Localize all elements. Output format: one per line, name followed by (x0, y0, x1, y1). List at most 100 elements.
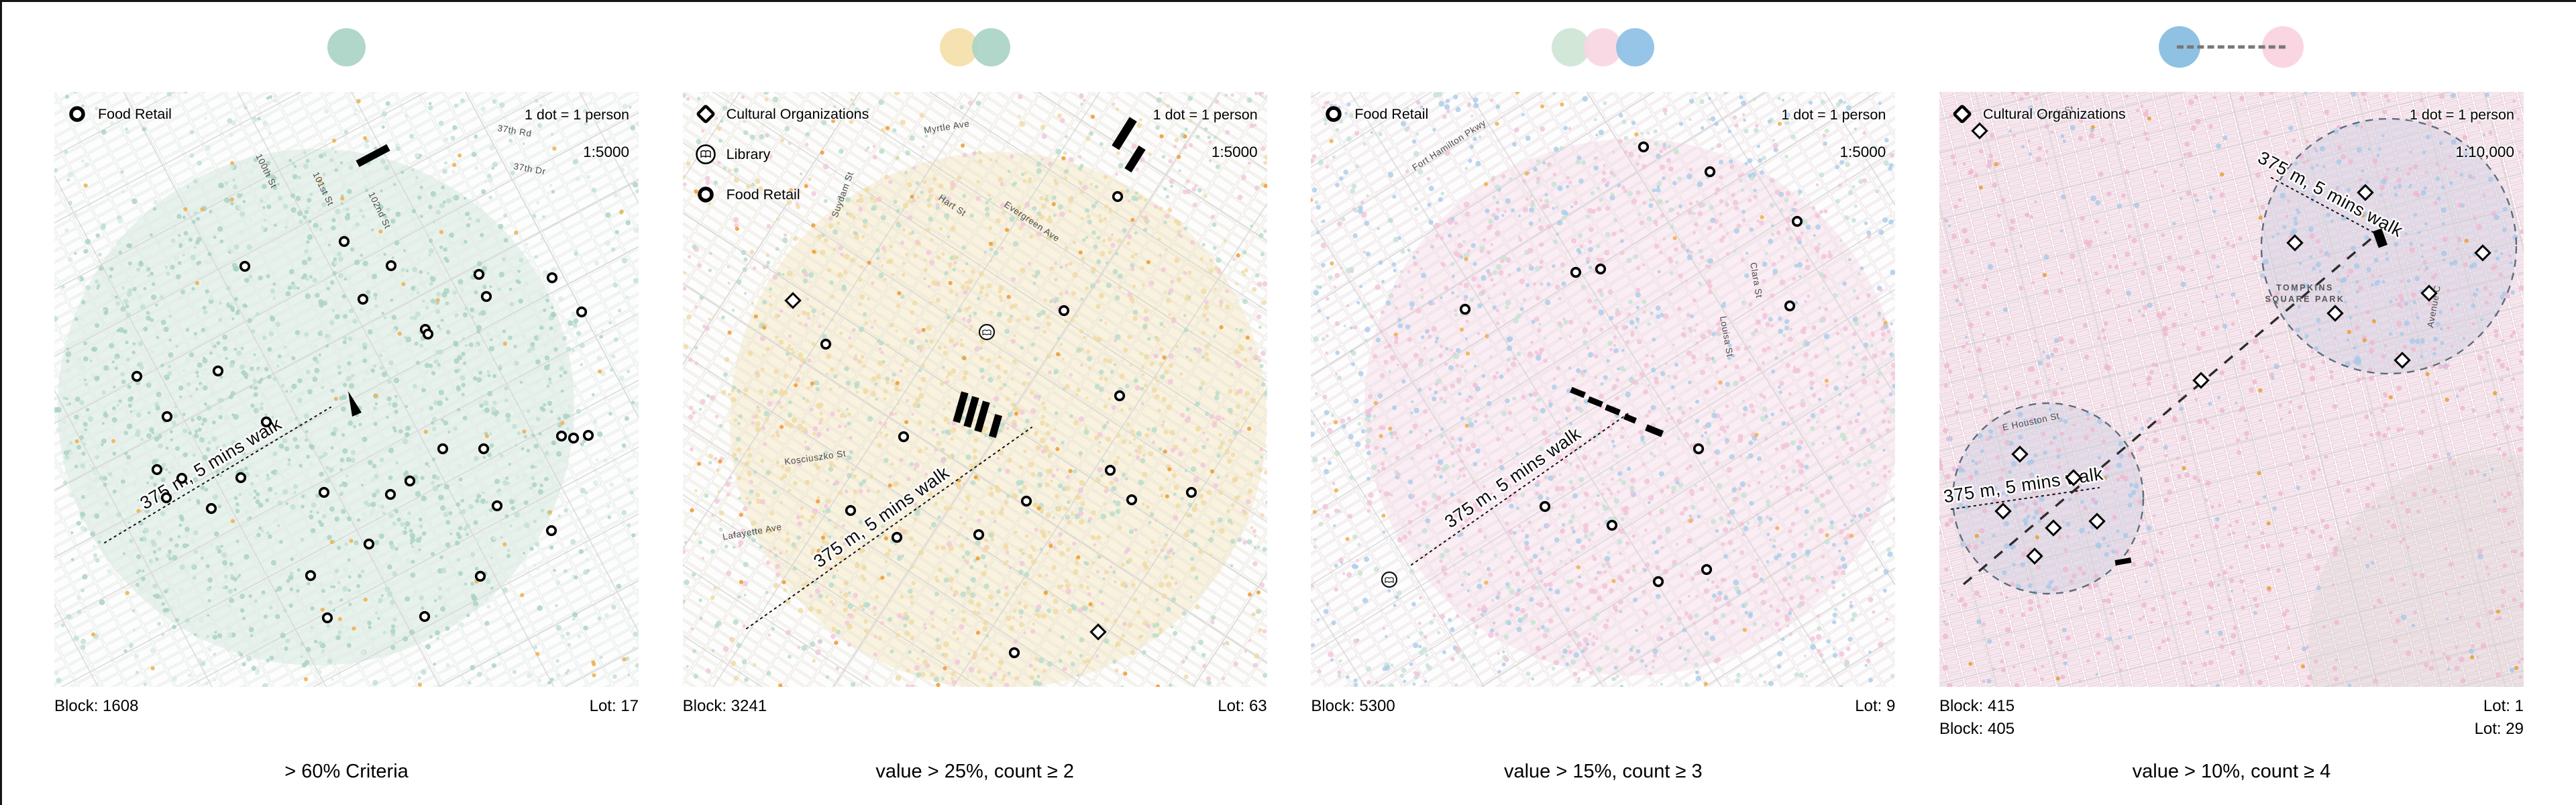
lot-label: Lot: 29 (2474, 719, 2524, 738)
criteria-dot-row (54, 2, 639, 92)
lot-labels: Lot: 1 Lot: 29 (2475, 695, 2524, 759)
food-retail-marker (845, 504, 856, 517)
map: 375 m, 5 mins walk 100th St 101st St 102nd … (54, 92, 639, 687)
cultural-organization-marker (1994, 502, 2012, 520)
food-retail-marker (1185, 486, 1197, 498)
lot-labels: Lot: 17 (590, 695, 639, 759)
cultural-organization-marker (2326, 305, 2344, 322)
block-label: Block: 5300 (1311, 697, 1395, 715)
map-legend: Food Retail (65, 103, 172, 143)
legend-item-cultural-organizations: Cultural Organizations (694, 103, 869, 125)
food-retail-marker (161, 411, 173, 423)
food-retail-marker (1112, 191, 1123, 203)
dot-scale-note: 1 dot = 1 person (2409, 107, 2514, 123)
lot-labels: Lot: 9 (1855, 695, 1895, 759)
food-retail-icon (65, 104, 89, 124)
food-retail-marker (1540, 500, 1551, 513)
food-retail-marker (1570, 266, 1582, 278)
food-retail-marker (546, 272, 558, 284)
legend-item-food-retail: Food Retail (1322, 103, 1428, 125)
library-marker (978, 323, 995, 341)
food-retail-marker (1114, 390, 1125, 402)
cultural-organization-marker (2045, 519, 2062, 537)
cultural-organization-marker (1971, 122, 1988, 140)
panel-caption: > 60% Criteria (284, 761, 409, 782)
library-icon (694, 142, 718, 166)
cultural-organization-marker (2088, 513, 2106, 530)
food-retail-marker (1792, 215, 1803, 227)
food-retail-marker (384, 488, 396, 500)
cultural-organizations-icon (1950, 102, 1974, 126)
block-label: Block: 405 (1939, 719, 2015, 738)
map-legend: Food Retail (1322, 103, 1428, 143)
block-lot-row: Block: 5300 Lot: 9 (1311, 687, 1895, 759)
map-meta: 1 dot = 1 person 1:5000 (1781, 107, 1886, 161)
food-retail-marker (385, 260, 397, 272)
food-retail-marker (318, 486, 330, 498)
cultural-organization-marker (2065, 469, 2082, 486)
panel-value-25: 375 m, 5 mins walk Myrtle Ave Hart St Suyda… (682, 2, 1267, 783)
legend-item-library: Library (694, 143, 869, 166)
food-retail-marker (235, 472, 247, 484)
panel-criteria-60: 375 m, 5 mins walk 100th St 101st St 102nd … (54, 2, 639, 783)
food-retail-marker (260, 416, 272, 428)
food-retail-marker (305, 570, 317, 582)
map-scale-label: 1:5000 (1839, 144, 1886, 160)
legend-item-food-retail: Food Retail (65, 103, 172, 125)
legend-item-food-retail: Food Retail (694, 183, 869, 206)
map-scale-label: 1:5000 (1211, 144, 1258, 160)
panel-caption: value > 10%, count ≥ 4 (2132, 761, 2331, 782)
food-retail-marker (1607, 519, 1618, 531)
food-retail-marker (176, 472, 188, 484)
food-retail-marker (1701, 564, 1713, 576)
legend-label: Food Retail (726, 186, 800, 203)
lot-label: Lot: 17 (589, 697, 639, 715)
food-retail-marker (473, 268, 485, 280)
food-retail-marker (1784, 300, 1796, 312)
block-lot-row: Block: 415 Block: 405 Lot: 1 Lot: 29 (1939, 687, 2524, 759)
lot-label: Lot: 9 (1855, 697, 1896, 715)
food-retail-marker (404, 475, 416, 487)
legend-label: Food Retail (98, 105, 172, 122)
criteria-dot-row (1311, 2, 1895, 92)
block-lot-row: Block: 3241 Lot: 63 (683, 687, 1267, 759)
food-retail-marker (1595, 263, 1607, 275)
cultural-organization-marker (2420, 284, 2438, 302)
criteria-dot-row (1939, 2, 2524, 92)
panel-value-15: 375 m, 5 mins walk Fort Hamilton Pkwy Clar… (1311, 2, 1896, 783)
criteria-dot (939, 28, 978, 66)
panel-value-10: 375 m, 5 mins walk 375 m, 5 mins walk E 8t… (1939, 2, 2524, 783)
cultural-organization-marker (2286, 234, 2304, 252)
panel-caption: value > 15%, count ≥ 3 (1503, 761, 1703, 782)
block-label: Block: 3241 (682, 697, 767, 715)
map-panels-row: 375 m, 5 mins walk 100th St 101st St 102nd … (2, 2, 2576, 783)
food-retail-marker (491, 500, 503, 512)
food-retail-marker (1638, 141, 1650, 153)
food-retail-marker (480, 290, 492, 303)
food-retail-marker (212, 365, 224, 377)
library-marker (1381, 571, 1398, 588)
block-lot-row: Block: 1608 Lot: 17 (54, 687, 639, 759)
block-label: Block: 1608 (54, 697, 139, 715)
food-retail-marker (1653, 576, 1664, 588)
food-retail-marker (898, 431, 909, 443)
criteria-dot (1552, 28, 1591, 66)
criteria-dot (971, 28, 1010, 66)
map-legend: Cultural Organizations Library Food Retail (694, 103, 869, 223)
legend-label: Cultural Organizations (1982, 105, 2126, 122)
park-label: SQUARE PARK (2265, 294, 2345, 304)
food-retail-marker (1058, 305, 1069, 317)
lot-label: Lot: 63 (1218, 697, 1267, 715)
cultural-organization-marker (1089, 623, 1107, 641)
food-retail-icon (694, 184, 718, 205)
food-retail-marker (321, 612, 333, 624)
food-retail-marker (363, 538, 375, 550)
legend-label: Cultural Organizations (726, 105, 869, 122)
food-retail-marker (1008, 647, 1020, 659)
food-retail-marker (1705, 166, 1716, 178)
criteria-dot (1584, 28, 1623, 66)
food-retail-marker (568, 432, 580, 444)
